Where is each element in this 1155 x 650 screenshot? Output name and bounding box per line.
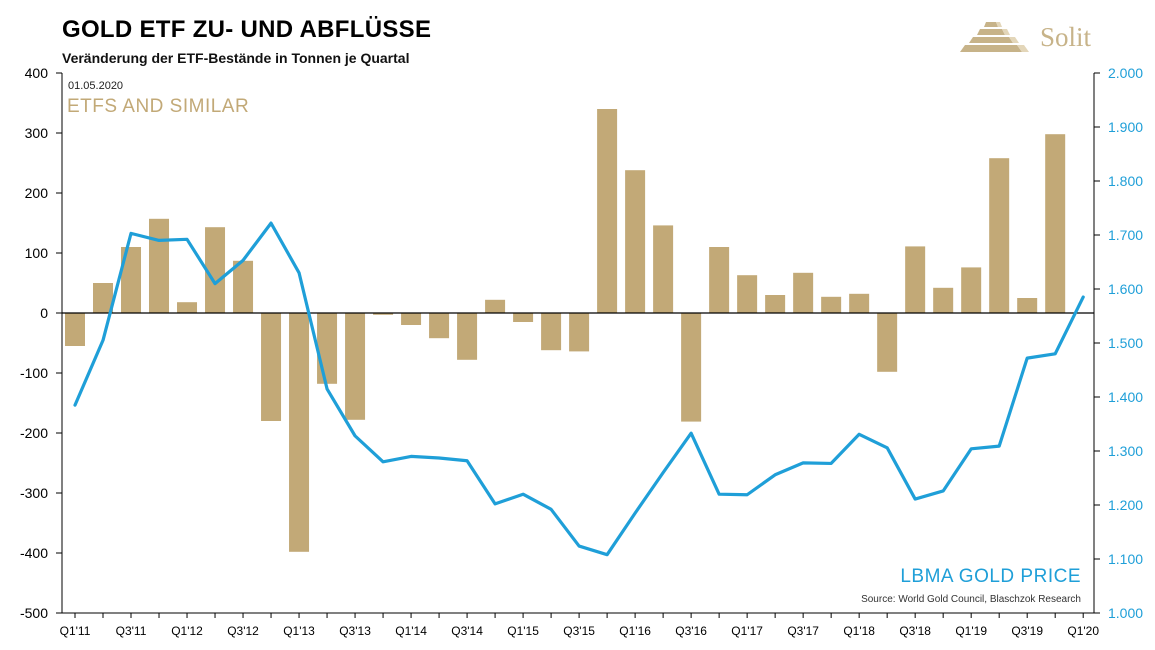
- right-tick-label: 1.500: [1108, 335, 1143, 351]
- date-label: 01.05.2020: [68, 80, 123, 92]
- solit-logo-icon: [960, 22, 1029, 52]
- gold-price-line: [73, 221, 1085, 557]
- right-axis: 2.000 1.900 1.800 1.700 1.600 1.500 1.400 1.300…: [1094, 65, 1143, 621]
- bar-Q1'17: [737, 275, 758, 313]
- left-tick-label: 100: [25, 245, 49, 261]
- bar-Q3'13: [345, 313, 366, 420]
- right-tick-label: 1.900: [1108, 119, 1143, 135]
- left-tick-label: -500: [20, 605, 48, 621]
- bar-Q2'15: [541, 313, 562, 351]
- x-tick-label: Q1'14: [395, 624, 427, 638]
- bars-layer: [65, 109, 1066, 552]
- x-tick-label: Q1'17: [731, 624, 763, 638]
- left-tick-label: 200: [25, 185, 49, 201]
- right-tick-label: 1.100: [1108, 551, 1143, 567]
- x-tick-label: Q3'16: [675, 624, 707, 638]
- x-tick-label: Q3'13: [339, 624, 371, 638]
- bar-Q1'15: [513, 313, 534, 322]
- bar-Q2'14: [429, 313, 450, 339]
- left-tick-label: 300: [25, 125, 49, 141]
- right-tick-label: 1.200: [1108, 497, 1143, 513]
- bar-Q3'16: [681, 313, 702, 422]
- bar-Q2'18: [877, 313, 898, 372]
- x-tick-label: Q1'12: [171, 624, 203, 638]
- bar-Q1'14: [401, 313, 422, 325]
- left-axis: 400 300 200 100 0 -100 -200 -300 -400 -500: [20, 65, 62, 621]
- right-tick-label: 1.400: [1108, 389, 1143, 405]
- bar-Q3'15: [569, 313, 590, 352]
- bar-Q2'16: [653, 225, 674, 313]
- bar-Q3'18: [905, 246, 926, 313]
- left-tick-label: 0: [40, 305, 48, 321]
- bar-Q1'16: [625, 170, 646, 313]
- right-tick-label: 1.300: [1108, 443, 1143, 459]
- line-series-label: LBMA GOLD PRICE: [900, 566, 1081, 587]
- bar-Q4'19: [1045, 134, 1066, 313]
- bar-Q4'17: [821, 296, 842, 313]
- bar-Q4'18: [933, 287, 954, 313]
- bar-Q4'12: [261, 313, 282, 421]
- x-tick-label: Q1'20: [1067, 624, 1099, 638]
- x-tick-label: Q3'18: [899, 624, 931, 638]
- bar-Q1'12: [177, 302, 198, 313]
- x-tick-label: Q1'13: [283, 624, 315, 638]
- x-tick-label: Q3'14: [451, 624, 483, 638]
- bar-Q2'12: [205, 227, 226, 313]
- bar-Q2'19: [989, 158, 1010, 313]
- logo-text: Solit: [1040, 22, 1092, 52]
- x-tick-label: Q1'18: [843, 624, 875, 638]
- bars-series-label: ETFS AND SIMILAR: [67, 96, 249, 117]
- bar-Q3'14: [457, 313, 478, 360]
- x-tick-label: Q3'19: [1011, 624, 1043, 638]
- x-tick-label: Q3'15: [563, 624, 595, 638]
- right-tick-label: 1.700: [1108, 227, 1143, 243]
- left-tick-label: -200: [20, 425, 48, 441]
- x-tick-label: Q1'15: [507, 624, 539, 638]
- bar-Q4'14: [485, 299, 506, 313]
- left-tick-label: 400: [25, 65, 49, 81]
- x-tick-label: Q3'17: [787, 624, 819, 638]
- bar-Q4'13: [373, 313, 394, 315]
- bar-Q4'15: [597, 109, 618, 313]
- line-layer: [73, 221, 1085, 557]
- right-tick-label: 1.800: [1108, 173, 1143, 189]
- left-tick-label: -100: [20, 365, 48, 381]
- bar-Q3'11: [121, 247, 142, 313]
- right-tick-label: 2.000: [1108, 65, 1143, 81]
- bar-Q2'11: [93, 283, 114, 313]
- x-axis: Q1'11 Q3'11 Q1'12 Q3'12 Q1'13 Q3'13 Q1'14 Q3'14…: [60, 613, 1099, 638]
- bar-Q4'16: [709, 247, 730, 313]
- bar-Q3'19: [1017, 298, 1038, 313]
- left-tick-label: -300: [20, 485, 48, 501]
- x-tick-label: Q3'11: [116, 624, 147, 638]
- chart-subtitle: Veränderung der ETF-Bestände in Tonnen j…: [62, 50, 410, 66]
- bar-Q2'13: [317, 313, 338, 384]
- x-tick-label: Q1'11: [60, 624, 91, 638]
- chart-title: GOLD ETF ZU- UND ABFLÜSSE: [62, 16, 432, 43]
- right-tick-label: 1.000: [1108, 605, 1143, 621]
- left-tick-label: -400: [20, 545, 48, 561]
- bar-Q1'11: [65, 313, 85, 346]
- bar-Q1'19: [961, 267, 982, 313]
- x-tick-label: Q1'16: [619, 624, 651, 638]
- bar-Q1'18: [849, 293, 870, 313]
- x-tick-label: Q3'12: [227, 624, 259, 638]
- bar-Q4'11: [149, 218, 170, 313]
- right-tick-label: 1.600: [1108, 281, 1143, 297]
- bar-Q3'17: [793, 272, 814, 313]
- bar-Q1'13: [289, 313, 310, 552]
- bar-Q2'17: [765, 295, 786, 313]
- x-tick-label: Q1'19: [955, 624, 987, 638]
- bar-Q3'12: [233, 260, 254, 313]
- source-label: Source: World Gold Council, Blaschzok Re…: [861, 594, 1081, 605]
